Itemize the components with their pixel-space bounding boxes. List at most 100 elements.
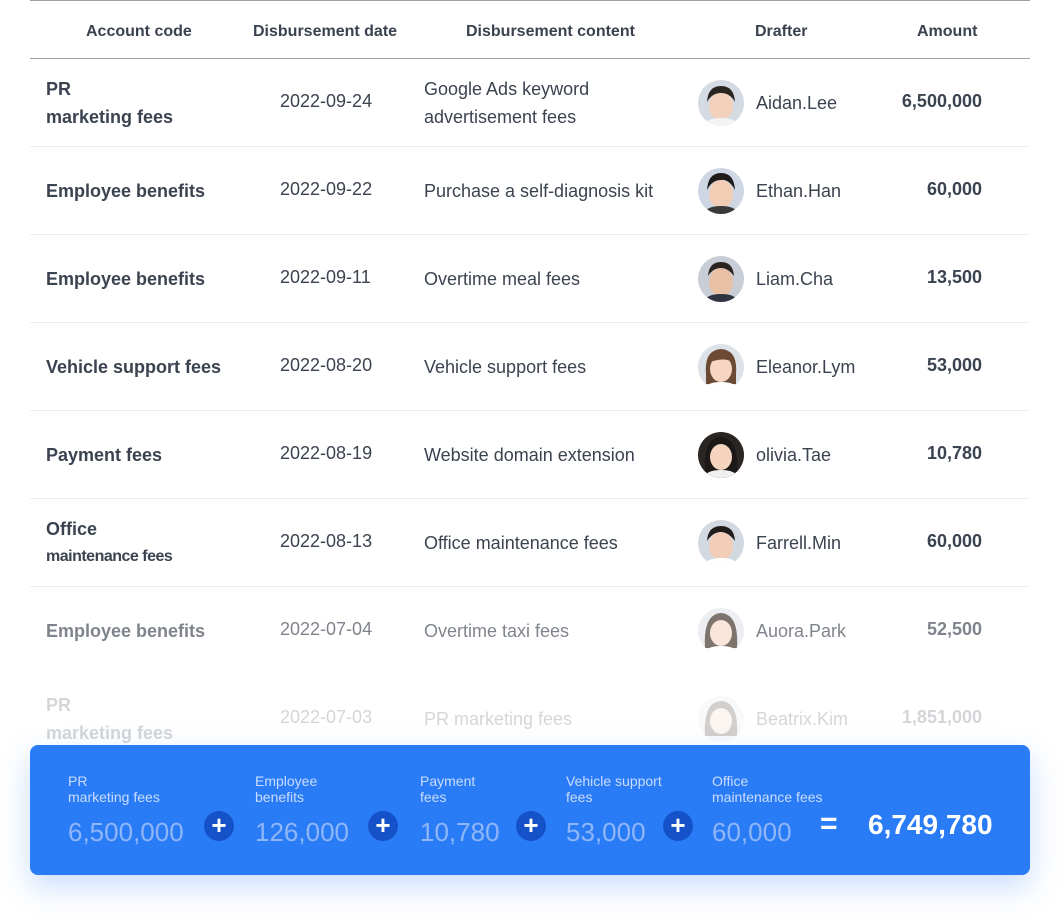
header-drafter: Drafter [755, 23, 808, 40]
summary-item-employee-benefits: Employee benefits 126,000 [255, 773, 349, 848]
account-code-line: marketing fees [46, 107, 174, 127]
disbursement-date: 2022-08-19 [280, 443, 373, 463]
summary-item-office-maintenance: Office maintenance fees 60,000 [712, 773, 823, 848]
drafter: Liam.Cha [698, 256, 833, 302]
table-row[interactable]: Office maintenance fees 2022-08-13 Offic… [30, 499, 1030, 587]
account-code-line: Employee benefits [46, 181, 206, 201]
drafter-name: Auora.Park [756, 620, 847, 641]
drafter: Ethan.Han [698, 168, 841, 214]
table-row[interactable]: Vehicle support fees 2022-08-20 Vehicle … [30, 323, 1030, 411]
content-line: Vehicle support fees [424, 357, 587, 377]
equals-icon: = [820, 807, 838, 840]
plus-icon: + [663, 811, 693, 841]
table-row[interactable]: Payment fees 2022-08-19 Website domain e… [30, 411, 1030, 499]
content-line: Office maintenance fees [424, 533, 618, 553]
account-code: Employee benefits [46, 617, 246, 645]
amount: 1,851,000 [901, 707, 982, 727]
account-code: Vehicle support fees [46, 353, 246, 381]
drafter-name: Beatrix.Kim [756, 708, 849, 729]
drafter: Farrell.Min [698, 520, 841, 566]
disbursement-date: 2022-09-11 [280, 267, 371, 287]
avatar [698, 256, 744, 302]
summary-label: PR marketing fees [68, 773, 184, 805]
amount: 6,500,000 [901, 91, 982, 111]
summary-label-line: maintenance fees [712, 789, 823, 805]
account-code-line: Office [46, 519, 98, 539]
summary-value: 6,500,000 [68, 817, 184, 847]
account-code-line: marketing fees [46, 723, 174, 743]
summary-label-line: fees [420, 789, 447, 805]
summary-label-line: marketing fees [68, 789, 160, 805]
avatar [698, 168, 744, 214]
drafter-name: Ethan.Han [756, 180, 842, 201]
content-line: Purchase a self-diagnosis kit [424, 181, 654, 201]
content-line: Overtime meal fees [424, 269, 581, 289]
avatar [698, 344, 744, 390]
account-code: PR marketing fees [46, 75, 246, 131]
amount: 52,500 [926, 619, 982, 639]
summary-label-line: PR [68, 773, 88, 789]
summary-label-line: Payment [420, 773, 476, 789]
table-row[interactable]: PR marketing fees 2022-07-03 PR marketin… [30, 675, 1030, 763]
account-code-line: Employee benefits [46, 621, 206, 641]
account-code-line: PR [46, 79, 72, 99]
content-line: Overtime taxi fees [424, 621, 570, 641]
account-code: Employee benefits [46, 177, 246, 205]
avatar [698, 520, 744, 566]
summary-label: Vehicle support fees [566, 773, 662, 805]
header-amount: Amount [917, 23, 978, 40]
avatar [698, 696, 744, 742]
disbursement-content: Google Ads keyword advertisement fees [424, 75, 684, 131]
plus-icon: + [204, 811, 234, 841]
account-code-line: PR [46, 695, 72, 715]
disbursement-content: Overtime meal fees [424, 265, 684, 293]
header-disbursement-date: Disbursement date [253, 23, 398, 40]
drafter-name: Eleanor.Lym [756, 356, 856, 377]
table-row[interactable]: Employee benefits 2022-07-04 Overtime ta… [30, 587, 1030, 675]
drafter-name: olivia.Tae [756, 444, 832, 465]
header-disbursement-content: Disbursement content [466, 23, 635, 40]
summary-item-pr-marketing: PR marketing fees 6,500,000 [68, 773, 184, 848]
summary-label-line: Vehicle support [566, 773, 662, 789]
summary-panel: PR marketing fees 6,500,000 + Employee b… [30, 745, 1030, 875]
drafter: olivia.Tae [698, 432, 831, 478]
account-code-line: Employee benefits [46, 269, 206, 289]
summary-label: Office maintenance fees [712, 773, 823, 805]
amount: 10,780 [926, 443, 982, 463]
disbursement-content: PR marketing fees [424, 705, 684, 733]
amount: 60,000 [926, 531, 982, 551]
summary-label-line: fees [566, 789, 593, 805]
disbursement-date: 2022-07-03 [280, 707, 373, 727]
account-code: Employee benefits [46, 265, 246, 293]
drafter: Aidan.Lee [698, 80, 837, 126]
drafter-name: Aidan.Lee [756, 92, 838, 113]
amount: 60,000 [926, 179, 982, 199]
account-code-line: Vehicle support fees [46, 357, 222, 377]
disbursement-table: Account code Disbursement date Disbursem… [30, 0, 1030, 763]
summary-label: Employee benefits [255, 773, 349, 805]
table-row[interactable]: Employee benefits 2022-09-22 Purchase a … [30, 147, 1030, 235]
table-header: Account code Disbursement date Disbursem… [30, 0, 1030, 59]
summary-value: 60,000 [712, 817, 792, 847]
header-account-code: Account code [86, 23, 192, 40]
disbursement-content: Vehicle support fees [424, 353, 684, 381]
account-code-line: maintenance fees [46, 548, 173, 565]
amount: 53,000 [926, 355, 982, 375]
disbursement-date: 2022-09-24 [280, 91, 373, 111]
disbursement-date: 2022-08-20 [280, 355, 373, 375]
account-code: Payment fees [46, 441, 246, 469]
summary-value: 10,780 [420, 817, 500, 847]
avatar [698, 608, 744, 654]
table-row[interactable]: PR marketing fees 2022-09-24 Google Ads … [30, 59, 1030, 147]
table-row[interactable]: Employee benefits 2022-09-11 Overtime me… [30, 235, 1030, 323]
drafter: Auora.Park [698, 608, 846, 654]
content-line: advertisement fees [424, 107, 577, 127]
summary-label-line: Office [712, 773, 749, 789]
summary-item-payment-fees: Payment fees 10,780 [420, 773, 500, 848]
content-line: Website domain extension [424, 445, 635, 465]
avatar [698, 432, 744, 478]
account-code-line: Payment fees [46, 445, 163, 465]
summary-value: 53,000 [566, 817, 646, 847]
avatar [698, 80, 744, 126]
disbursement-date: 2022-08-13 [280, 531, 373, 551]
